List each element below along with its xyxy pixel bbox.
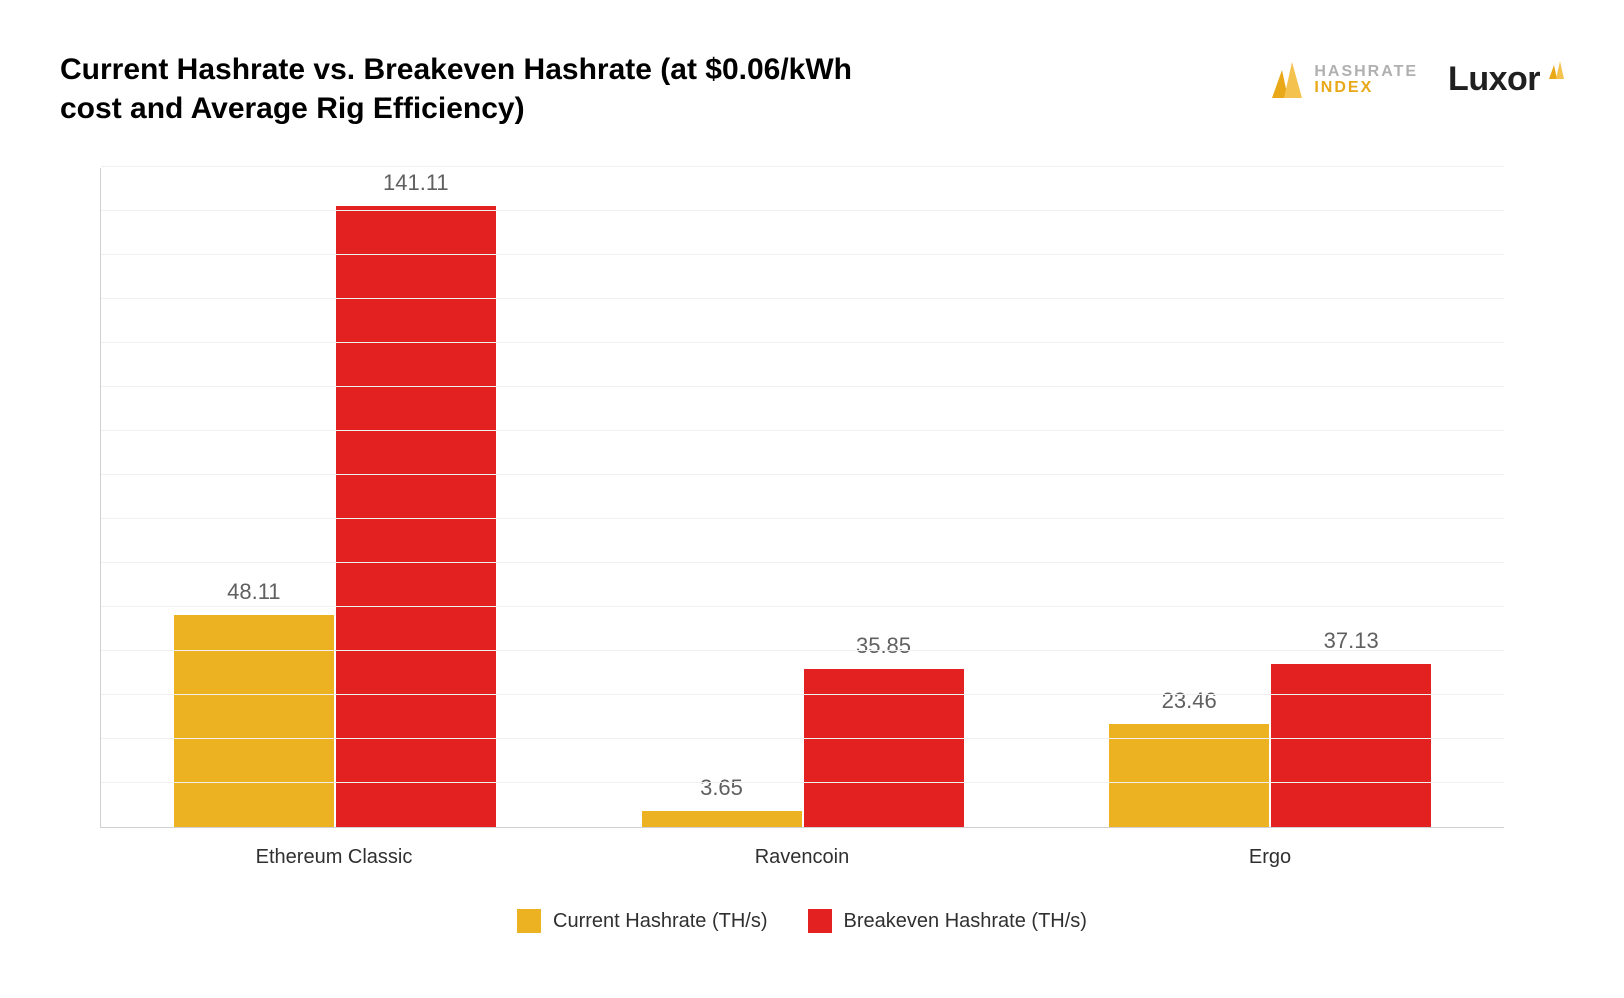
- gridline: [101, 254, 1504, 255]
- gridline: [101, 210, 1504, 211]
- hashrate-index-logo: HASHRATE INDEX: [1262, 62, 1418, 98]
- gridline: [101, 518, 1504, 519]
- luxor-text: Luxor: [1448, 60, 1540, 99]
- bar: [1271, 664, 1431, 827]
- bar-wrap: 37.13: [1271, 628, 1431, 827]
- gridline: [101, 650, 1504, 651]
- hashrate-index-text-2: INDEX: [1314, 80, 1418, 96]
- gridline: [101, 386, 1504, 387]
- chart-title: Current Hashrate vs. Breakeven Hashrate …: [60, 50, 880, 128]
- legend-item: Current Hashrate (TH/s): [517, 909, 768, 933]
- gridline: [101, 562, 1504, 563]
- bar-wrap: 35.85: [804, 633, 964, 827]
- bar-value-label: 3.65: [700, 775, 743, 801]
- bar-group: 23.46 37.13: [1036, 628, 1504, 827]
- gridline: [101, 694, 1504, 695]
- gridline: [101, 606, 1504, 607]
- legend-label: Current Hashrate (TH/s): [553, 910, 768, 933]
- bar: [642, 811, 802, 827]
- gridline: [101, 430, 1504, 431]
- legend-item: Breakeven Hashrate (TH/s): [808, 909, 1087, 933]
- gridline: [101, 474, 1504, 475]
- bar-wrap: 23.46: [1109, 688, 1269, 827]
- legend-swatch: [517, 909, 541, 933]
- legend-swatch: [808, 909, 832, 933]
- hashrate-index-mark-icon: [1262, 62, 1302, 98]
- bar-value-label: 48.11: [227, 579, 280, 605]
- legend-label: Breakeven Hashrate (TH/s): [844, 910, 1087, 933]
- gridline: [101, 298, 1504, 299]
- x-axis-label: Ravencoin: [568, 846, 1036, 869]
- bar: [1109, 724, 1269, 827]
- bar-group: 3.65 35.85: [569, 633, 1037, 827]
- luxor-mark-icon: [1546, 61, 1564, 79]
- gridline: [101, 166, 1504, 167]
- bar: [336, 206, 496, 827]
- chart-legend: Current Hashrate (TH/s) Breakeven Hashrat…: [100, 909, 1504, 933]
- bar-value-label: 141.11: [383, 170, 449, 196]
- bar: [804, 669, 964, 827]
- gridline: [101, 782, 1504, 783]
- bar-wrap: 141.11: [336, 170, 496, 827]
- x-axis-label: Ergo: [1036, 846, 1504, 869]
- x-axis-label: Ethereum Classic: [100, 846, 568, 869]
- chart-plot: 48.11 141.11 3.65 35.85 23.46 37.13: [100, 168, 1504, 828]
- bar-value-label: 23.46: [1162, 688, 1217, 714]
- gridline: [101, 342, 1504, 343]
- bar-wrap: 48.11: [174, 579, 334, 827]
- bar-value-label: 35.85: [856, 633, 911, 659]
- brand-logos: HASHRATE INDEX Luxor: [1262, 50, 1564, 99]
- gridline: [101, 738, 1504, 739]
- hashrate-index-text-1: HASHRATE: [1314, 64, 1418, 80]
- luxor-logo: Luxor: [1448, 60, 1564, 99]
- chart-area: 48.11 141.11 3.65 35.85 23.46 37.13 Ethereum …: [100, 168, 1504, 933]
- bar-groups: 48.11 141.11 3.65 35.85 23.46 37.13: [101, 168, 1504, 827]
- x-axis-labels: Ethereum ClassicRavencoinErgo: [100, 846, 1504, 869]
- bar: [174, 615, 334, 827]
- bar-group: 48.11 141.11: [101, 170, 569, 827]
